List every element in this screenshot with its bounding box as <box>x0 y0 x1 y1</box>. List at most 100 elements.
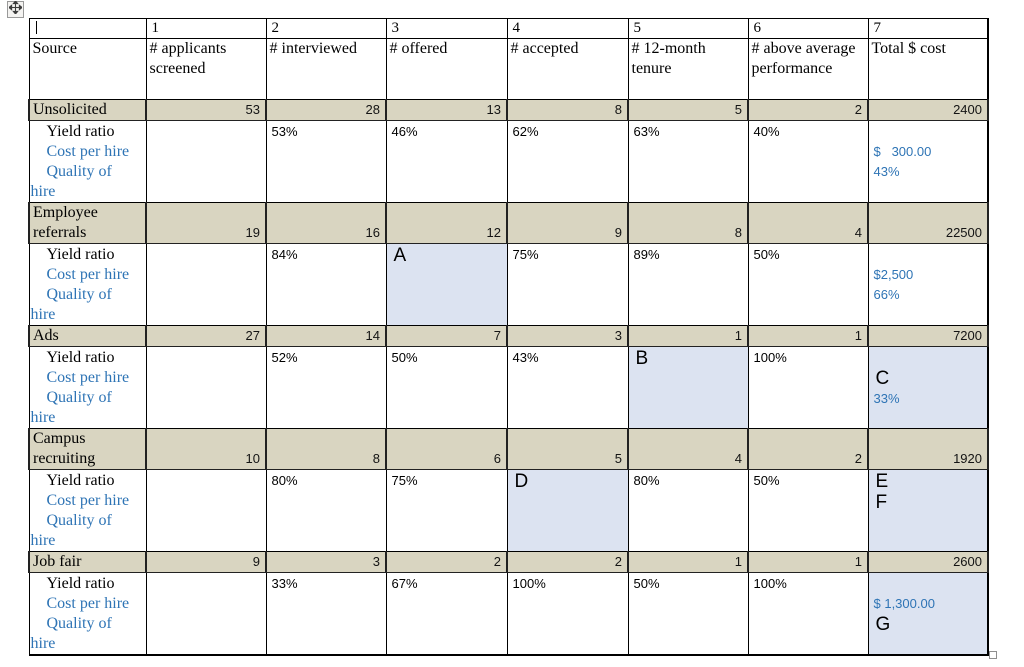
metric-cell[interactable]: $2,500 66% <box>867 243 989 326</box>
metric-cell[interactable] <box>145 120 267 203</box>
count-cell[interactable]: 8 <box>265 428 387 470</box>
metric-cell[interactable]: 67% <box>385 572 508 656</box>
column-header-cell[interactable]: Source <box>28 38 147 100</box>
source-count-row: Job fair 9 3 2 2 1 1 2600 <box>28 551 989 573</box>
column-header-cell[interactable]: # accepted <box>506 38 629 100</box>
metric-cell[interactable]: 89% <box>627 243 749 326</box>
answer-blank-cell[interactable]: B <box>627 346 749 429</box>
count-cell[interactable]: 12 <box>385 202 508 244</box>
column-number-cell[interactable]: 2 <box>265 18 387 39</box>
count-cell[interactable]: 2 <box>747 99 869 121</box>
source-name-cell[interactable]: Ads <box>28 325 147 347</box>
metric-cell[interactable]: 100% <box>506 572 629 656</box>
count-cell[interactable]: 2 <box>747 428 869 470</box>
count-cell[interactable]: 10 <box>145 428 267 470</box>
column-number-cell[interactable]: 5 <box>627 18 749 39</box>
answer-blank-cell[interactable]: A <box>385 243 508 326</box>
source-name-cell[interactable]: Job fair <box>28 551 147 573</box>
column-header-cell[interactable]: # offered <box>385 38 508 100</box>
metric-cell[interactable]: 50% <box>627 572 749 656</box>
metric-cell[interactable]: 46% <box>385 120 508 203</box>
table-resize-handle[interactable] <box>989 651 997 659</box>
column-header-cell[interactable]: Total $ cost <box>867 38 989 100</box>
count-cell[interactable]: 5 <box>627 99 749 121</box>
yield-label-line: Quality of <box>46 512 112 529</box>
metric-cell[interactable]: 75% <box>506 243 629 326</box>
column-header-cell[interactable]: # applicants screened <box>145 38 267 100</box>
metric-cell[interactable]: 100% <box>747 346 869 429</box>
metric-cell[interactable]: 84% <box>265 243 387 326</box>
source-name-cell[interactable]: Unsolicited <box>28 99 147 121</box>
count-cell[interactable]: 9 <box>506 202 629 244</box>
count-cell[interactable]: 6 <box>385 428 508 470</box>
count-cell[interactable]: 3 <box>265 551 387 573</box>
metric-cell[interactable]: 40% <box>747 120 869 203</box>
column-number-cell[interactable]: 3 <box>385 18 508 39</box>
column-number-cell[interactable]: 7 <box>867 18 989 39</box>
metric-cell[interactable]: 50% <box>747 243 869 326</box>
count-cell[interactable]: 7200 <box>867 325 989 347</box>
yield-label-cell[interactable]: Yield ratio Cost per hire Quality of hire <box>28 120 147 203</box>
count-cell[interactable]: 9 <box>145 551 267 573</box>
metric-cell[interactable]: $ 300.00 43% <box>867 120 989 203</box>
metric-cell[interactable] <box>145 243 267 326</box>
column-header-cell[interactable]: # 12-month tenure <box>627 38 749 100</box>
count-cell[interactable]: 2400 <box>867 99 989 121</box>
metric-cell[interactable] <box>145 346 267 429</box>
metric-cell[interactable]: 80% <box>627 469 749 552</box>
answer-blank-cell[interactable]: $ 1,300.00 G <box>867 572 989 656</box>
metric-cell[interactable] <box>145 572 267 656</box>
metric-cell[interactable]: 33% <box>265 572 387 656</box>
yield-label-cell[interactable]: Yield ratio Cost per hire Quality of hire <box>28 469 147 552</box>
count-cell[interactable]: 1920 <box>867 428 989 470</box>
yield-label-cell[interactable]: Yield ratio Cost per hire Quality of hire <box>28 346 147 429</box>
metric-cell[interactable]: 75% <box>385 469 508 552</box>
count-cell[interactable]: 28 <box>265 99 387 121</box>
count-cell[interactable]: 13 <box>385 99 508 121</box>
cursor-cell[interactable] <box>28 18 147 39</box>
metric-cell[interactable]: 50% <box>385 346 508 429</box>
answer-blank-cell[interactable]: D <box>506 469 629 552</box>
count-cell[interactable]: 8 <box>506 99 629 121</box>
metric-cell[interactable]: 62% <box>506 120 629 203</box>
count-cell[interactable]: 53 <box>145 99 267 121</box>
count-cell[interactable]: 4 <box>627 428 749 470</box>
metric-cell[interactable]: 63% <box>627 120 749 203</box>
metric-cell[interactable]: 80% <box>265 469 387 552</box>
metric-cell[interactable]: 43% <box>506 346 629 429</box>
count-cell[interactable]: 7 <box>385 325 508 347</box>
count-cell[interactable]: 2 <box>385 551 508 573</box>
count-cell[interactable]: 1 <box>627 551 749 573</box>
count-cell[interactable]: 4 <box>747 202 869 244</box>
count-cell[interactable]: 19 <box>145 202 267 244</box>
count-cell[interactable]: 1 <box>747 551 869 573</box>
table-move-handle[interactable] <box>7 0 24 18</box>
count-cell[interactable]: 2 <box>506 551 629 573</box>
answer-blank-cell[interactable]: C 33% <box>867 346 989 429</box>
count-cell[interactable]: 3 <box>506 325 629 347</box>
metric-cell[interactable] <box>145 469 267 552</box>
metric-cell[interactable]: 50% <box>747 469 869 552</box>
yield-label-cell[interactable]: Yield ratio Cost per hire Quality of hire <box>28 572 147 656</box>
column-number-cell[interactable]: 4 <box>506 18 629 39</box>
metric-cell[interactable]: 52% <box>265 346 387 429</box>
count-cell[interactable]: 1 <box>627 325 749 347</box>
count-cell[interactable]: 2600 <box>867 551 989 573</box>
column-number-cell[interactable]: 6 <box>747 18 869 39</box>
count-cell[interactable]: 27 <box>145 325 267 347</box>
column-number-cell[interactable]: 1 <box>145 18 267 39</box>
count-cell[interactable]: 5 <box>506 428 629 470</box>
count-cell[interactable]: 22500 <box>867 202 989 244</box>
column-header-cell[interactable]: # interviewed <box>265 38 387 100</box>
source-name-cell[interactable]: Employee referrals <box>28 202 147 244</box>
yield-label-cell[interactable]: Yield ratio Cost per hire Quality of hire <box>28 243 147 326</box>
count-cell[interactable]: 16 <box>265 202 387 244</box>
metric-cell[interactable]: 53% <box>265 120 387 203</box>
count-cell[interactable]: 1 <box>747 325 869 347</box>
metric-cell[interactable]: 100% <box>747 572 869 656</box>
column-header-cell[interactable]: # above average performance <box>747 38 869 100</box>
count-cell[interactable]: 8 <box>627 202 749 244</box>
source-name-cell[interactable]: Campus recruiting <box>28 428 147 470</box>
count-cell[interactable]: 14 <box>265 325 387 347</box>
